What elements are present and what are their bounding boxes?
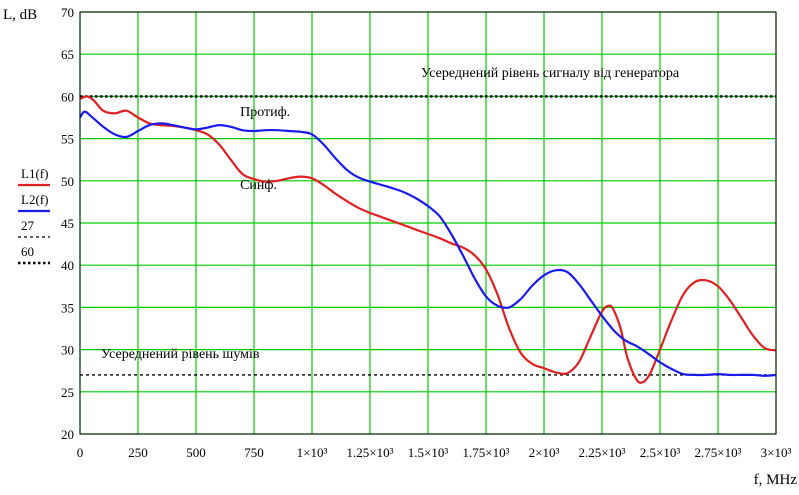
- x-tick-label: 250: [128, 445, 148, 460]
- x-tick-label: 2.25×10³: [579, 445, 626, 460]
- y-tick-label: 50: [61, 174, 74, 189]
- y-tick-label: 45: [61, 216, 74, 231]
- legend-label: L1(f): [21, 166, 48, 181]
- x-tick-label: 1.25×10³: [347, 445, 394, 460]
- annotation-label: Усереднений рівень сигналу від генератор…: [421, 66, 680, 81]
- series-line-l2f: [79, 110, 777, 377]
- series: [79, 95, 777, 384]
- y-axis-title: L, dB: [3, 7, 37, 23]
- x-tick-label: 3×10³: [761, 445, 792, 460]
- x-tick-label: 0: [77, 445, 84, 460]
- x-tick-label: 1.75×10³: [463, 445, 510, 460]
- x-axis-ticks: 0 250 500 750 1×10³ 1.25×10³ 1.5×10³ 1.75×10³ 2×…: [77, 445, 792, 460]
- y-tick-label: 55: [61, 132, 74, 147]
- y-tick-label: 65: [61, 47, 74, 62]
- legend-label: 27: [21, 218, 35, 233]
- x-axis-title: f, MHz: [754, 472, 798, 488]
- annotation-label: Протиф.: [240, 105, 290, 120]
- x-tick-label: 2.5×10³: [640, 445, 681, 460]
- x-tick-label: 1×10³: [297, 445, 328, 460]
- legend-label: L2(f): [21, 192, 48, 207]
- y-tick-label: 70: [61, 5, 74, 20]
- y-tick-label: 20: [61, 427, 74, 442]
- legend-label: 60: [21, 244, 34, 259]
- y-tick-label: 25: [61, 385, 74, 400]
- annotations: Усереднений рівень сигналу від генератор…: [101, 66, 680, 362]
- x-tick-label: 1.5×10³: [408, 445, 449, 460]
- annotation-label: Синф.: [240, 178, 277, 193]
- x-tick-label: 750: [244, 445, 264, 460]
- reference-lines: [80, 95, 776, 376]
- y-tick-label: 40: [61, 258, 74, 273]
- legend: L1(f) L2(f) 27 60: [18, 166, 50, 265]
- x-tick-label: 2.75×10³: [695, 445, 742, 460]
- y-tick-label: 60: [61, 89, 74, 104]
- y-tick-label: 30: [61, 343, 74, 358]
- y-axis-ticks: 20 25 30 35 40 45 50 55 60 65 70: [61, 5, 74, 442]
- annotation-label: Усереднений рівень шумів: [101, 347, 260, 362]
- plot-frame: [79, 11, 777, 435]
- y-tick-label: 35: [61, 300, 74, 315]
- x-tick-label: 500: [186, 445, 206, 460]
- x-tick-label: 2×10³: [529, 445, 560, 460]
